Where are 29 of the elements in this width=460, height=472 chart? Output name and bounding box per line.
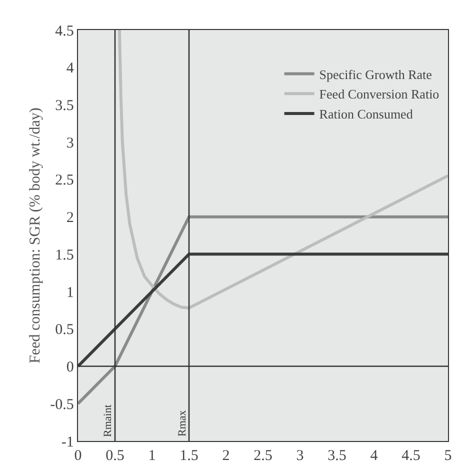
y-tick-label: 4.5 [55,23,74,40]
legend-label: Specific Growth Rate [319,66,432,82]
x-tick-label: 4 [370,448,378,464]
y-tick-label: -0.5 [50,396,74,413]
y-tick-label: 3.5 [55,98,74,114]
x-tick-label: 5 [444,448,452,464]
x-tick-label: 1 [148,448,156,464]
y-tick-label: 1.5 [55,247,74,264]
legend-label: Feed Conversion Ratio [319,86,440,102]
y-axis-title: Feed consumption: SGR (% body wt./day) [27,108,44,364]
y-tick-label: 1 [66,284,74,301]
y-tick-label: 0.5 [55,322,74,338]
y-tick-label: 2.5 [55,172,74,189]
y-tick-label: -1 [61,434,74,450]
x-tick-label: 0.5 [106,448,124,464]
ref-line-label: Rmaint [102,404,114,437]
y-tick-label: 3 [66,135,74,152]
y-tick-label: 2 [66,210,74,226]
line-series [118,30,448,310]
x-tick-label: 2 [222,448,230,464]
x-tick-label: 3.5 [328,448,346,464]
x-tick-label: 4.5 [402,448,420,464]
ref-line-label: Rmax [176,410,188,436]
y-tick-label: 4 [66,60,74,77]
x-tick-label: 3 [296,448,304,464]
legend-label: Ration Consumed [319,106,414,122]
y-tick-label: 0 [66,360,74,376]
x-tick-label: 2.5 [254,448,272,464]
x-tick-label: 1.5 [180,448,198,464]
